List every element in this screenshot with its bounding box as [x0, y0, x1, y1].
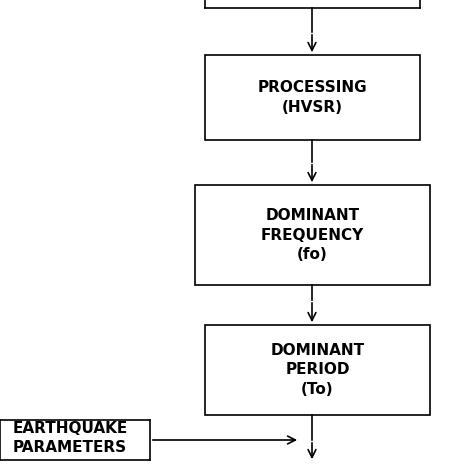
Text: DOMINANT
PERIOD
(To): DOMINANT PERIOD (To) [271, 343, 365, 397]
Text: EARTHQUAKE
PARAMETERS: EARTHQUAKE PARAMETERS [12, 420, 128, 456]
Bar [205, 325, 430, 415]
Text: PROCESSING
(HVSR): PROCESSING (HVSR) [258, 80, 367, 115]
Text: DOMINANT
FREQUENCY
(fo): DOMINANT FREQUENCY (fo) [261, 208, 364, 262]
Bar [205, 55, 420, 140]
Bar [195, 185, 430, 285]
